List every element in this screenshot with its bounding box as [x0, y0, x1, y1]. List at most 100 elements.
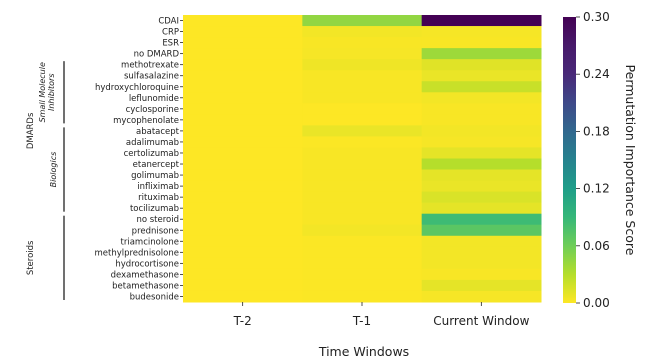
y-tick-label: CRP	[162, 28, 179, 38]
heatmap-cell	[421, 70, 542, 82]
heatmap-cell	[183, 202, 303, 215]
heatmap-cell	[183, 235, 303, 248]
heatmap-cell	[421, 15, 542, 27]
y-tick-label: sulfasalazine	[124, 72, 179, 82]
heatmap-cell	[183, 136, 303, 148]
colorbar-tick-label: 0.18	[583, 124, 610, 138]
colorbar-tick-label: 0.12	[583, 182, 610, 196]
heatmap-cell	[302, 103, 423, 115]
heatmap-cell	[183, 147, 303, 159]
y-tick-label: hydrocortisone	[115, 259, 179, 269]
colorbar-tick-label: 0.06	[583, 239, 610, 253]
colorbar-ticks: 0.00 0.06 0.12 0.18 0.24 0.30	[576, 10, 610, 310]
y-tick-label: mycophenolate	[113, 116, 179, 126]
heatmap-cell	[183, 257, 303, 270]
heatmap-cell	[421, 125, 542, 137]
heatmap-cell	[183, 15, 303, 27]
heatmap-cell	[421, 37, 542, 49]
heatmap-cell	[302, 191, 423, 204]
heatmap-cell	[421, 224, 542, 237]
heatmap-cell	[302, 235, 423, 248]
heatmap-cell	[302, 15, 423, 27]
y-tick-label: adalimumab	[126, 138, 179, 148]
heatmap-cell	[302, 114, 423, 126]
y-tick-label: methotrexate	[121, 61, 179, 71]
heatmap-cell	[183, 59, 303, 71]
group-label: Steroids	[26, 240, 36, 275]
heatmap-cell	[183, 180, 303, 193]
heatmap-cell	[302, 92, 423, 104]
heatmap-cells	[183, 15, 542, 303]
heatmap-cell	[302, 180, 423, 193]
heatmap-cell	[421, 48, 542, 60]
y-tick-label: no DMARD	[134, 50, 180, 60]
heatmap-cell	[302, 290, 423, 303]
heatmap-cell	[421, 246, 542, 259]
colorbar-tick-label: 0.24	[583, 67, 610, 81]
heatmap-cell	[421, 81, 542, 93]
heatmap-cell	[302, 70, 423, 82]
colorbar-tick-label: 0.30	[583, 10, 610, 24]
heatmap-cell	[421, 279, 542, 292]
y-tick-label: methylprednisolone	[94, 248, 179, 258]
y-tick-label: triamcinolone	[121, 237, 179, 247]
heatmap-cell	[183, 268, 303, 281]
heatmap-cell	[183, 169, 303, 182]
heatmap-cell	[302, 59, 423, 71]
heatmap-cell	[183, 213, 303, 226]
heatmap-cell	[421, 169, 542, 182]
heatmap-cell	[421, 213, 542, 226]
heatmap-cell	[302, 48, 423, 60]
heatmap-cell	[302, 202, 423, 215]
heatmap-cell	[421, 92, 542, 104]
heatmap-cell	[302, 246, 423, 259]
heatmap-cell	[421, 180, 542, 193]
heatmap-cell	[302, 158, 423, 171]
heatmap-cell	[302, 125, 423, 137]
heatmap-cell	[421, 290, 542, 303]
heatmap-cell	[421, 191, 542, 204]
heatmap-cell	[421, 257, 542, 270]
heatmap-cell	[302, 257, 423, 270]
group-label: Small MoleculeInhibitors	[38, 62, 56, 122]
heatmap-cell	[183, 125, 303, 137]
y-tick-label: ESR	[162, 39, 179, 49]
heatmap-cell	[183, 191, 303, 204]
y-tick-label: budesonide	[130, 292, 179, 302]
x-axis: T-2 T-1 Current Window	[233, 302, 530, 328]
heatmap-cell	[421, 59, 542, 71]
y-tick-label: cyclosporine	[126, 105, 179, 115]
heatmap-cell	[421, 147, 542, 159]
y-tick-label: hydroxychloroquine	[95, 83, 179, 93]
heatmap-cell	[421, 114, 542, 126]
x-tick-label: T-1	[352, 314, 371, 328]
heatmap-cell	[421, 136, 542, 148]
heatmap-cell	[183, 37, 303, 49]
y-tick-label: etanercept	[133, 160, 180, 170]
heatmap-cell	[183, 81, 303, 93]
heatmap-cell	[302, 224, 423, 237]
heatmap-cell	[421, 202, 542, 215]
y-tick-label: rituximab	[138, 193, 179, 203]
heatmap-cell	[183, 103, 303, 115]
heatmap-cell	[302, 81, 423, 93]
heatmap-cell	[421, 268, 542, 281]
y-tick-label: no steroid	[136, 215, 179, 225]
heatmap-cell	[302, 279, 423, 292]
x-tick-label: Current Window	[433, 314, 529, 328]
y-tick-label: golimumab	[131, 171, 179, 181]
y-tick-label: infliximab	[137, 182, 179, 192]
y-tick-label: leflunomide	[129, 94, 179, 104]
heatmap-cell	[183, 224, 303, 237]
colorbar: 0.00 0.06 0.12 0.18 0.24 0.30 Permutation Imp…	[563, 10, 638, 310]
heatmap-cell	[183, 246, 303, 259]
heatmap-cell	[183, 48, 303, 60]
colorbar-title: Permutation Importance Score	[623, 65, 638, 256]
heatmap-cell	[302, 268, 423, 281]
heatmap-cell	[421, 103, 542, 115]
group-label: Biologics	[49, 152, 58, 188]
heatmap-cell	[183, 92, 303, 104]
